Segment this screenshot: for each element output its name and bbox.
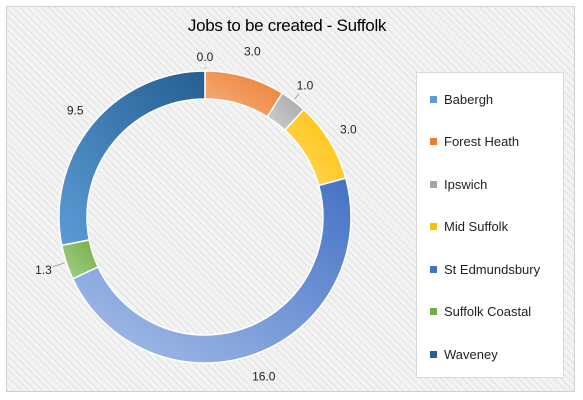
legend-item-st-edmundsbury: St Edmundsbury	[430, 260, 540, 278]
legend-item-mid-suffolk: Mid Suffolk	[430, 218, 508, 236]
legend-label: Mid Suffolk	[444, 219, 509, 234]
data-label-waveney: 9.5	[67, 103, 84, 117]
legend-label: Babergh	[444, 91, 494, 107]
data-label-suffolk-coastal: 1.3	[35, 263, 52, 277]
legend-swatch	[430, 138, 437, 145]
data-label-forest-heath: 3.0	[244, 45, 261, 59]
legend-label: Forest Heath	[444, 134, 520, 149]
legend-item-waveney: Waveney	[430, 345, 498, 363]
slice-waveney	[58, 70, 206, 247]
leader-line-suffolk-coastal	[52, 262, 65, 268]
legend-label: St Edmundsbury	[444, 261, 541, 277]
legend-swatch	[430, 265, 437, 273]
slice-mid-suffolk	[283, 108, 347, 187]
legend-swatch	[430, 95, 437, 103]
data-label-babergh: 0.0	[197, 50, 214, 64]
legend-item-suffolk-coastal: Suffolk Coastal	[430, 303, 531, 321]
legend-swatch	[430, 350, 437, 358]
legend-item-forest-heath: Forest Heath	[430, 133, 519, 151]
data-label-mid-suffolk: 3.0	[340, 122, 357, 136]
legend-label: Waveney	[444, 346, 498, 362]
legend-item-babergh: Babergh	[430, 90, 493, 108]
legend-label: Suffolk Coastal	[444, 304, 532, 319]
slice-st-edmundsbury	[71, 177, 352, 364]
legend-swatch	[430, 180, 437, 188]
legend: Babergh Forest Heath Ipswich Mid Suffolk St …	[416, 72, 564, 378]
data-label-st-edmundsbury: 16.0	[252, 370, 276, 384]
legend-swatch	[430, 308, 437, 315]
chart-title: Jobs to be created - Suffolk	[187, 16, 387, 35]
slice-forest-heath	[204, 70, 284, 118]
leader-line-ipswich	[294, 93, 300, 100]
legend-label: Ipswich	[444, 176, 488, 192]
legend-item-ipswich: Ipswich	[430, 175, 487, 193]
data-label-ipswich: 1.0	[297, 79, 314, 93]
legend-swatch	[430, 223, 437, 230]
